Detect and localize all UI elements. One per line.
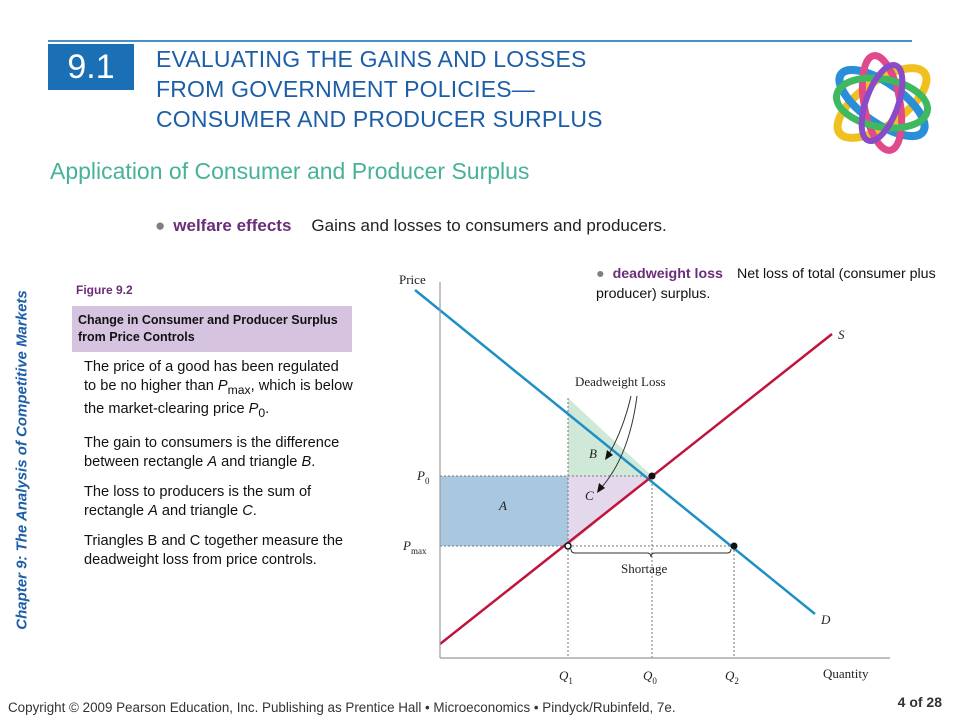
figure-paragraph-3: The loss to producers is the sum of rect… <box>84 483 312 519</box>
title-line-2: FROM GOVERNMENT POLICIES— <box>156 76 536 102</box>
region-c-label: C <box>585 488 594 503</box>
deadweight-loss-label: Deadweight Loss <box>575 374 666 389</box>
q2-point <box>730 542 738 550</box>
deadweight-loss-bullet: ● deadweight loss Net loss of total (consu… <box>596 264 946 304</box>
q2-tick-label: Q2 <box>725 668 739 686</box>
section-subtitle: Application of Consumer and Producer Sur… <box>50 158 530 184</box>
shortage-label: Shortage <box>621 561 667 576</box>
figure-description: The price of a good has been regulated t… <box>84 358 354 581</box>
bullet-dot-icon: ● <box>596 266 605 282</box>
surplus-diagram: Price Quantity S D P0 Pmax Q1 Q0 Q2 A B … <box>399 272 890 686</box>
rings-logo-icon <box>833 52 931 154</box>
q1-tick-label: Q1 <box>559 668 573 686</box>
shortage-bracket <box>570 548 732 558</box>
y-axis-label: Price <box>399 272 426 287</box>
figure-paragraph-1: The price of a good has been regulated t… <box>84 359 353 420</box>
supply-label: S <box>838 327 845 342</box>
figure-paragraph-4: Triangles B and C together measure the d… <box>84 532 344 568</box>
rectangle-a <box>440 476 568 546</box>
bullet-term: welfare effects <box>173 216 292 235</box>
title-line-1: EVALUATING THE GAINS AND LOSSES <box>156 46 587 72</box>
deadweight-arrowhead-c <box>597 483 605 493</box>
deadweight-arrow-c <box>600 395 638 489</box>
welfare-effects-bullet: ● welfare effects Gains and losses to cons… <box>155 216 667 236</box>
deadweight-arrow-b <box>608 395 632 455</box>
region-b-label: B <box>589 446 597 461</box>
section-number-badge: 9.1 <box>48 44 134 90</box>
equilibrium-point <box>648 472 656 480</box>
figure-label: Figure 9.2 <box>76 283 133 297</box>
demand-curve <box>414 289 816 615</box>
header-rule <box>48 40 912 42</box>
q1-point <box>564 542 572 550</box>
bullet-definition: Gains and losses to consumers and produc… <box>311 216 667 235</box>
page-number: 4 of 28 <box>897 694 942 710</box>
q0-tick-label: Q0 <box>643 668 657 686</box>
deadweight-definition: Net loss of total (consumer plus produce… <box>596 266 936 302</box>
slide-title: EVALUATING THE GAINS AND LOSSES FROM GOV… <box>156 44 796 134</box>
triangle-b <box>568 398 652 476</box>
deadweight-term: deadweight loss <box>612 266 723 282</box>
footer-copyright: Copyright © 2009 Pearson Education, Inc.… <box>8 700 676 715</box>
title-line-3: CONSUMER AND PRODUCER SURPLUS <box>156 106 603 132</box>
bullet-dot-icon: ● <box>155 216 166 235</box>
p0-tick-label: P0 <box>416 468 430 486</box>
supply-curve <box>439 333 833 645</box>
region-a-label: A <box>498 498 507 513</box>
deadweight-arrowhead-b <box>605 450 613 460</box>
chapter-side-label: Chapter 9: The Analysis of Competitive M… <box>8 240 36 680</box>
pmax-tick-label: Pmax <box>402 538 427 556</box>
demand-label: D <box>820 612 831 627</box>
x-axis-label: Quantity <box>823 666 869 681</box>
figure-paragraph-2: The gain to consumers is the difference … <box>84 434 340 470</box>
figure-caption: Change in Consumer and Producer Surplus … <box>72 306 352 352</box>
chapter-side-text: Chapter 9: The Analysis of Competitive M… <box>13 290 31 630</box>
